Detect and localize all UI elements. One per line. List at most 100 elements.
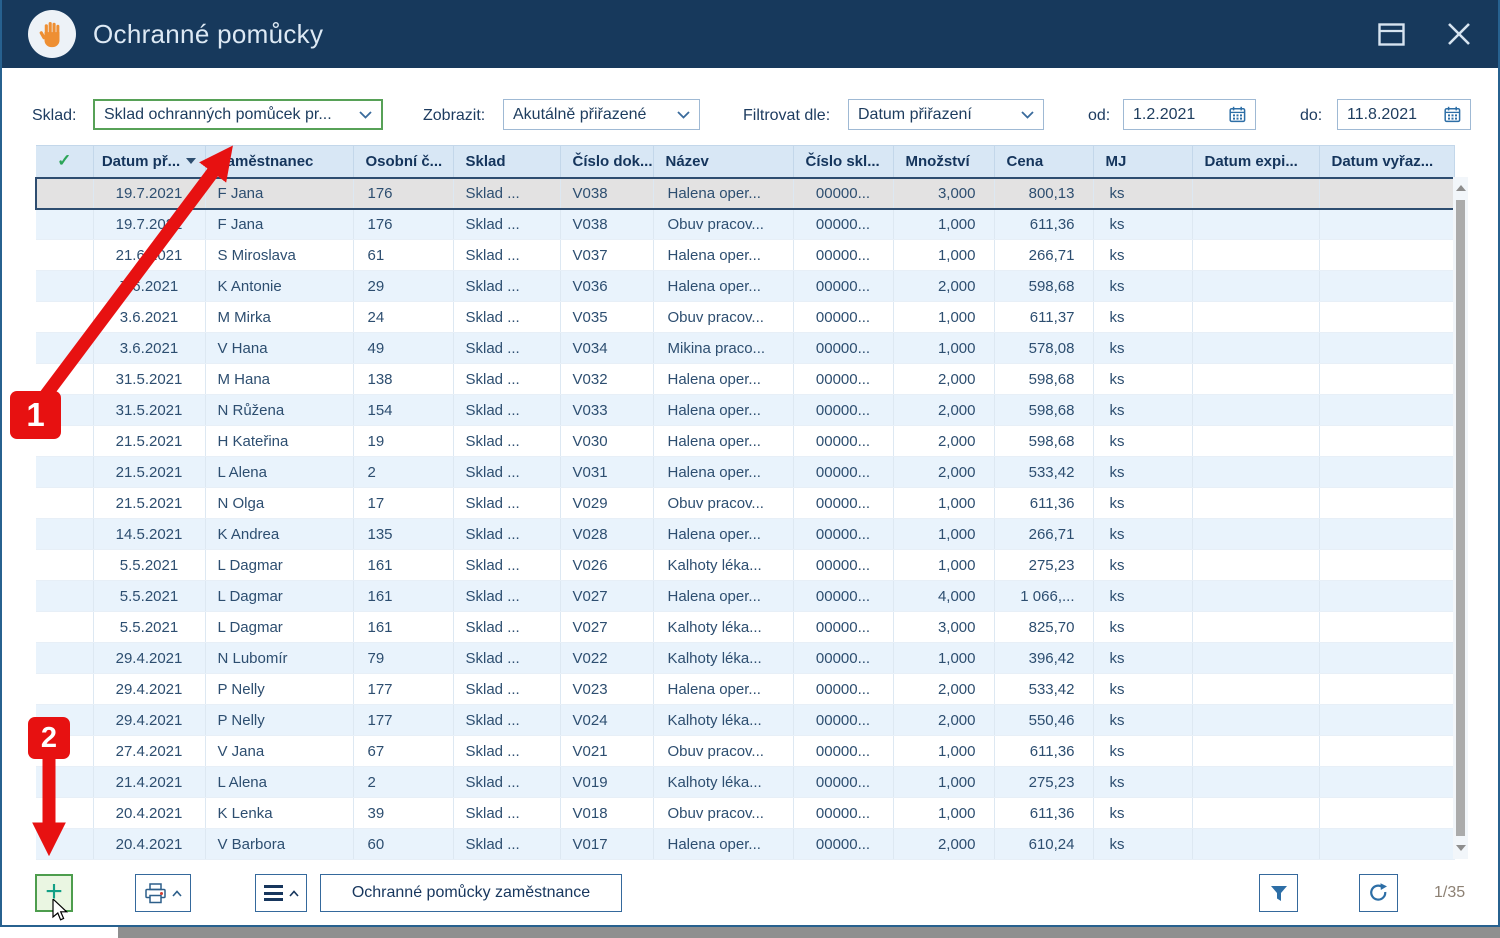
cell-warehouse[interactable]: Sklad ... bbox=[453, 239, 561, 271]
cell-warehouse[interactable]: Sklad ... bbox=[453, 642, 561, 674]
cell-doc-no[interactable]: V033 bbox=[560, 394, 654, 426]
cell-doc-no[interactable]: V027 bbox=[560, 580, 654, 612]
cell-quantity[interactable]: 4,000 bbox=[893, 580, 995, 612]
cell-name[interactable]: Halena oper... bbox=[653, 176, 794, 210]
cell-warehouse[interactable]: Sklad ... bbox=[453, 828, 561, 860]
cell-name[interactable]: Kalhoty léka... bbox=[653, 549, 794, 581]
cell-check[interactable] bbox=[36, 332, 94, 364]
cell-stock-no[interactable]: 00000... bbox=[793, 580, 894, 612]
cell-personal-no[interactable]: 39 bbox=[353, 797, 454, 829]
cell-personal-no[interactable]: 60 bbox=[353, 828, 454, 860]
cell-stock-no[interactable]: 00000... bbox=[793, 363, 894, 395]
cell-stock-no[interactable]: 00000... bbox=[793, 673, 894, 705]
table-row[interactable]: 29.4.2021 N Lubomír 79 Sklad ... V022 Kalhoty… bbox=[36, 642, 1455, 674]
cell-quantity[interactable]: 1,000 bbox=[893, 301, 995, 333]
cell-discard[interactable] bbox=[1319, 642, 1455, 674]
cell-doc-no[interactable]: V026 bbox=[560, 549, 654, 581]
cell-employee[interactable]: K Lenka bbox=[205, 797, 354, 829]
cell-quantity[interactable]: 1,000 bbox=[893, 735, 995, 767]
cell-quantity[interactable]: 1,000 bbox=[893, 549, 995, 581]
cell-unit[interactable]: ks bbox=[1093, 611, 1193, 643]
cell-employee[interactable]: V Hana bbox=[205, 332, 354, 364]
cell-quantity[interactable]: 1,000 bbox=[893, 487, 995, 519]
cell-expiry[interactable] bbox=[1192, 673, 1320, 705]
cell-date[interactable]: 5.5.2021 bbox=[93, 580, 206, 612]
cell-doc-no[interactable]: V019 bbox=[560, 766, 654, 798]
cell-expiry[interactable] bbox=[1192, 580, 1320, 612]
cell-stock-no[interactable]: 00000... bbox=[793, 176, 894, 210]
cell-name[interactable]: Halena oper... bbox=[653, 580, 794, 612]
header-check[interactable]: ✓ bbox=[36, 145, 94, 178]
cell-stock-no[interactable]: 00000... bbox=[793, 456, 894, 488]
cell-date[interactable]: 3.6.2021 bbox=[93, 301, 206, 333]
cell-unit[interactable]: ks bbox=[1093, 394, 1193, 426]
cell-stock-no[interactable]: 00000... bbox=[793, 487, 894, 519]
cell-warehouse[interactable]: Sklad ... bbox=[453, 208, 561, 240]
cell-personal-no[interactable]: 176 bbox=[353, 176, 454, 210]
header-quantity[interactable]: Množství bbox=[893, 145, 995, 178]
cell-personal-no[interactable]: 161 bbox=[353, 611, 454, 643]
cell-quantity[interactable]: 2,000 bbox=[893, 363, 995, 395]
cell-discard[interactable] bbox=[1319, 673, 1455, 705]
cell-discard[interactable] bbox=[1319, 611, 1455, 643]
cell-name[interactable]: Kalhoty léka... bbox=[653, 611, 794, 643]
cell-unit[interactable]: ks bbox=[1093, 549, 1193, 581]
cell-personal-no[interactable]: 176 bbox=[353, 208, 454, 240]
cell-employee[interactable]: M Mirka bbox=[205, 301, 354, 333]
cell-unit[interactable]: ks bbox=[1093, 704, 1193, 736]
cell-warehouse[interactable]: Sklad ... bbox=[453, 704, 561, 736]
cell-price[interactable]: 275,23 bbox=[994, 766, 1094, 798]
cell-stock-no[interactable]: 00000... bbox=[793, 208, 894, 240]
cell-name[interactable]: Halena oper... bbox=[653, 673, 794, 705]
cell-check[interactable] bbox=[36, 797, 94, 829]
cell-discard[interactable] bbox=[1319, 270, 1455, 302]
cell-date[interactable]: 21.5.2021 bbox=[93, 487, 206, 519]
cell-name[interactable]: Kalhoty léka... bbox=[653, 642, 794, 674]
cell-doc-no[interactable]: V031 bbox=[560, 456, 654, 488]
cell-discard[interactable] bbox=[1319, 456, 1455, 488]
date-to-input[interactable]: 11.8.2021 bbox=[1337, 99, 1471, 130]
cell-quantity[interactable]: 3,000 bbox=[893, 176, 995, 210]
cell-quantity[interactable]: 1,000 bbox=[893, 518, 995, 550]
cell-price[interactable]: 611,37 bbox=[994, 301, 1094, 333]
cell-check[interactable] bbox=[36, 518, 94, 550]
cell-expiry[interactable] bbox=[1192, 208, 1320, 240]
table-row[interactable]: 19.7.2021 F Jana 176 Sklad ... V038 Halena op… bbox=[35, 176, 1455, 210]
cell-warehouse[interactable]: Sklad ... bbox=[453, 176, 561, 210]
header-unit[interactable]: MJ bbox=[1093, 145, 1193, 178]
cell-doc-no[interactable]: V038 bbox=[560, 176, 654, 210]
cell-quantity[interactable]: 1,000 bbox=[893, 766, 995, 798]
cell-check[interactable] bbox=[36, 270, 94, 302]
cell-name[interactable]: Obuv pracov... bbox=[653, 487, 794, 519]
cell-name[interactable]: Halena oper... bbox=[653, 363, 794, 395]
cell-discard[interactable] bbox=[1319, 239, 1455, 271]
cell-doc-no[interactable]: V030 bbox=[560, 425, 654, 457]
cell-date[interactable]: 5.5.2021 bbox=[93, 549, 206, 581]
cell-quantity[interactable]: 2,000 bbox=[893, 673, 995, 705]
calendar-icon[interactable] bbox=[1444, 106, 1461, 123]
cell-unit[interactable]: ks bbox=[1093, 332, 1193, 364]
cell-discard[interactable] bbox=[1319, 797, 1455, 829]
cell-expiry[interactable] bbox=[1192, 332, 1320, 364]
cell-doc-no[interactable]: V035 bbox=[560, 301, 654, 333]
cell-name[interactable]: Obuv pracov... bbox=[653, 735, 794, 767]
cell-quantity[interactable]: 2,000 bbox=[893, 456, 995, 488]
cell-warehouse[interactable]: Sklad ... bbox=[453, 456, 561, 488]
filtrovat-dropdown[interactable]: Datum přiřazení bbox=[848, 99, 1044, 130]
cell-employee[interactable]: H Kateřina bbox=[205, 425, 354, 457]
cell-doc-no[interactable]: V036 bbox=[560, 270, 654, 302]
cell-price[interactable]: 396,42 bbox=[994, 642, 1094, 674]
table-row[interactable]: 19.7.2021 F Jana 176 Sklad ... V038 Obuv prac… bbox=[36, 208, 1455, 240]
cell-quantity[interactable]: 2,000 bbox=[893, 828, 995, 860]
cell-unit[interactable]: ks bbox=[1093, 673, 1193, 705]
employee-equipment-button[interactable]: Ochranné pomůcky zaměstnance bbox=[320, 874, 622, 912]
cell-check[interactable] bbox=[36, 239, 94, 271]
cell-employee[interactable]: L Dagmar bbox=[205, 549, 354, 581]
cell-unit[interactable]: ks bbox=[1093, 487, 1193, 519]
scroll-up-arrow-icon[interactable] bbox=[1456, 185, 1466, 191]
cell-price[interactable]: 533,42 bbox=[994, 456, 1094, 488]
cell-personal-no[interactable]: 154 bbox=[353, 394, 454, 426]
table-row[interactable]: 29.4.2021 P Nelly 177 Sklad ... V024 Kalhoty … bbox=[36, 704, 1455, 736]
cell-discard[interactable] bbox=[1319, 766, 1455, 798]
cell-personal-no[interactable]: 138 bbox=[353, 363, 454, 395]
